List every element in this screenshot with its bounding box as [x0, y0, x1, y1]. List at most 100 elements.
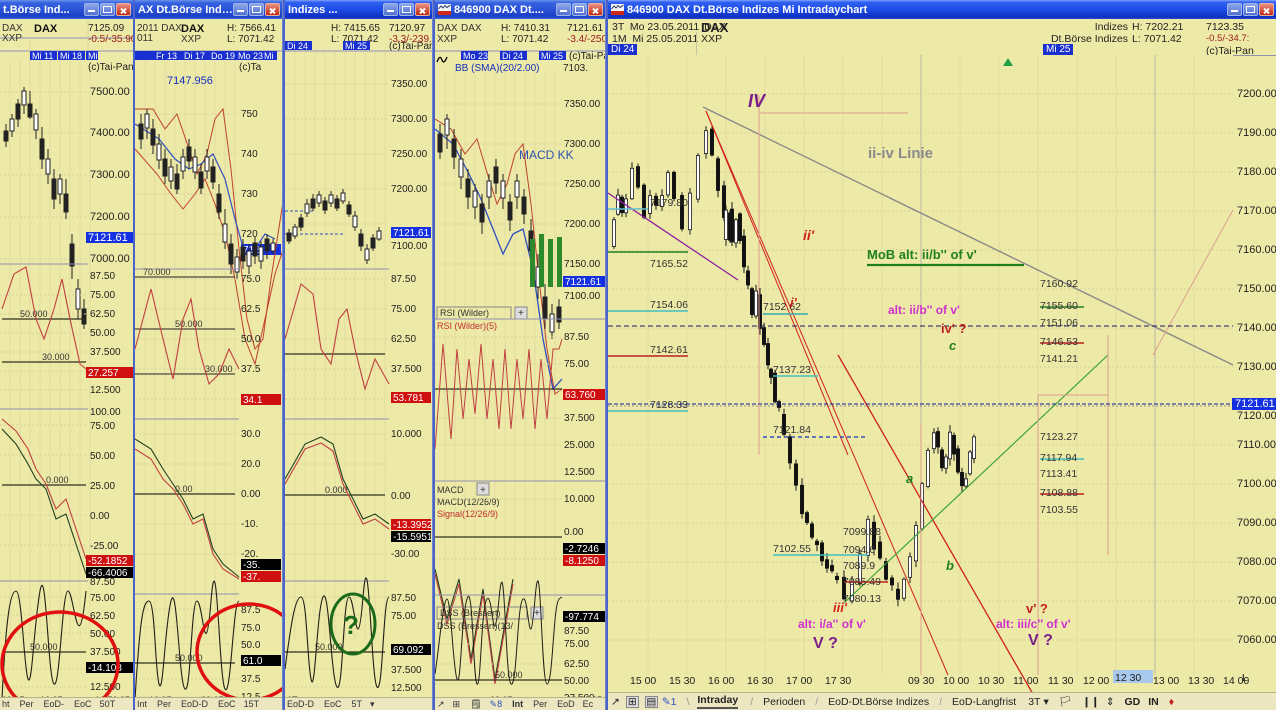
svg-text:7060.00: 7060.00: [1237, 634, 1276, 646]
svg-text:69.092: 69.092: [393, 645, 424, 656]
svg-text:50.000: 50.000: [20, 309, 48, 319]
svg-text:7150.00: 7150.00: [1237, 283, 1276, 295]
svg-text:H: 7415.65: H: 7415.65: [331, 23, 380, 34]
svg-text:0.000: 0.000: [46, 475, 69, 485]
svg-text:7155.60: 7155.60: [1040, 300, 1078, 312]
svg-text:7100.00: 7100.00: [391, 241, 428, 252]
svg-text:7121.61: 7121.61: [88, 232, 128, 244]
svg-text:7141.21: 7141.21: [1040, 353, 1078, 365]
svg-text:7130.00: 7130.00: [1237, 361, 1276, 373]
svg-text:50.000: 50.000: [175, 319, 203, 329]
svg-text:7200.00: 7200.00: [90, 211, 130, 223]
svg-text:Di 24: Di 24: [287, 41, 308, 51]
svg-text:12.500: 12.500: [564, 467, 595, 478]
svg-text:7121.61: 7121.61: [565, 277, 602, 288]
svg-text:Mi 25: Mi 25: [541, 51, 563, 61]
svg-text:?: ?: [343, 610, 359, 640]
svg-text:+: +: [480, 485, 486, 496]
svg-text:7121.61: 7121.61: [567, 23, 604, 34]
svg-text:7000.00: 7000.00: [90, 253, 130, 265]
svg-text:Di 17: Di 17: [184, 51, 205, 61]
svg-text:XXP: XXP: [437, 34, 457, 45]
svg-text:7121.61: 7121.61: [393, 228, 430, 239]
svg-text:-97.774: -97.774: [565, 612, 599, 623]
svg-text:27.257: 27.257: [88, 368, 119, 379]
svg-text:87.5: 87.5: [241, 605, 261, 616]
svg-text:75.00: 75.00: [391, 611, 416, 622]
svg-text:75.00: 75.00: [564, 639, 589, 650]
svg-text:37.500: 37.500: [391, 665, 422, 676]
svg-text:10 00: 10 00: [943, 675, 969, 687]
svg-text:87.50: 87.50: [391, 274, 416, 285]
svg-text:7146.53: 7146.53: [1040, 336, 1078, 348]
svg-text:15 30: 15 30: [669, 675, 695, 687]
svg-text:+: +: [518, 308, 524, 319]
svg-text:DSS (Bressert)(13/: DSS (Bressert)(13/: [437, 621, 514, 631]
svg-text:XXP: XXP: [181, 34, 201, 45]
svg-text:50.00: 50.00: [90, 451, 115, 462]
svg-text:c: c: [949, 338, 957, 353]
svg-text:7200.00: 7200.00: [564, 219, 601, 230]
svg-text:37.500: 37.500: [391, 364, 422, 375]
svg-text:L: L: [1242, 672, 1248, 684]
svg-text:L: 7071.42: L: 7071.42: [227, 34, 275, 45]
svg-text:7147.956: 7147.956: [167, 75, 213, 87]
svg-text:7102.55: 7102.55: [773, 543, 811, 555]
svg-text:7103.: 7103.: [563, 63, 588, 74]
svg-text:V ?: V ?: [1028, 632, 1053, 649]
svg-text:Di 24: Di 24: [502, 51, 523, 61]
svg-text:alt: i/a'' of v': alt: i/a'' of v': [798, 617, 866, 631]
svg-text:7120.00: 7120.00: [1237, 410, 1276, 422]
svg-text:7120.97: 7120.97: [389, 23, 426, 34]
svg-text:62.50: 62.50: [90, 309, 115, 320]
svg-text:iii': iii': [833, 600, 848, 615]
svg-text:87.50: 87.50: [564, 332, 589, 343]
svg-text:7350.00: 7350.00: [391, 79, 428, 90]
svg-text:720: 720: [241, 229, 258, 240]
svg-text:MACD: MACD: [437, 485, 464, 495]
svg-text:DAX: DAX: [437, 23, 458, 34]
svg-text:BB (SMA)(20/2.00): BB (SMA)(20/2.00): [455, 63, 539, 74]
svg-text:alt: ii/b'' of v': alt: ii/b'' of v': [888, 303, 960, 317]
svg-text:MACD KK: MACD KK: [519, 148, 574, 162]
svg-text:+: +: [534, 608, 540, 619]
svg-text:10 30: 10 30: [978, 675, 1004, 687]
svg-text:-20.: -20.: [241, 549, 258, 560]
svg-text:H: 7566.41: H: 7566.41: [227, 23, 276, 34]
svg-text:37.500: 37.500: [90, 347, 121, 358]
svg-text:i': i': [790, 295, 798, 310]
svg-text:100.00: 100.00: [90, 407, 121, 418]
svg-text:7160.92: 7160.92: [1040, 278, 1078, 290]
svg-text:50.00: 50.00: [564, 676, 589, 687]
svg-text:(c)Ta: (c)Ta: [239, 62, 262, 73]
svg-text:7190.00: 7190.00: [1237, 127, 1276, 139]
svg-text:11 30: 11 30: [1048, 675, 1074, 687]
svg-text:7250.00: 7250.00: [391, 149, 428, 160]
svg-text:-35.: -35.: [243, 560, 260, 571]
svg-text:-13.3952: -13.3952: [393, 520, 433, 531]
svg-text:7090.00: 7090.00: [1237, 517, 1276, 529]
svg-text:50.00: 50.00: [90, 328, 115, 339]
svg-text:-37.: -37.: [243, 572, 260, 583]
svg-text:20.0: 20.0: [241, 459, 261, 470]
svg-text:30.000: 30.000: [42, 352, 70, 362]
svg-text:12.500: 12.500: [90, 682, 121, 693]
svg-text:7140.00: 7140.00: [1237, 322, 1276, 334]
svg-text:730: 730: [241, 189, 258, 200]
svg-text:(c)Tai-Pan: (c)Tai-Pan: [389, 41, 433, 52]
svg-text:50.0: 50.0: [241, 640, 261, 651]
svg-text:15 00: 15 00: [630, 675, 656, 687]
svg-text:7089.9: 7089.9: [843, 560, 875, 572]
svg-text:11 00: 11 00: [1013, 675, 1039, 687]
svg-text:7137.23: 7137.23: [773, 364, 811, 376]
svg-text:7200.00: 7200.00: [1237, 88, 1276, 100]
svg-text:740: 740: [241, 149, 258, 160]
svg-text:10.000: 10.000: [564, 494, 595, 505]
svg-text:7170.00: 7170.00: [1237, 205, 1276, 217]
svg-text:37.5: 37.5: [241, 364, 261, 375]
svg-text:25.000: 25.000: [564, 440, 595, 451]
svg-text:0.00: 0.00: [175, 484, 193, 494]
svg-text:a: a: [906, 471, 913, 486]
svg-text:7350.00: 7350.00: [564, 99, 601, 110]
svg-text:7108.88: 7108.88: [1040, 487, 1078, 499]
